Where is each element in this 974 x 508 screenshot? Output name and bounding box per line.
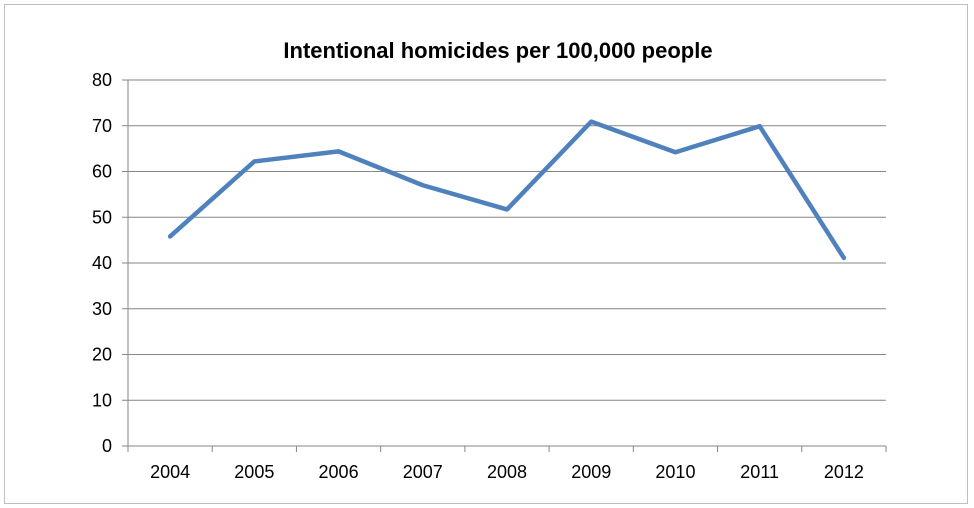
x-tick-label: 2005 xyxy=(234,462,274,482)
y-tick-label: 50 xyxy=(92,207,112,227)
y-tick-label: 70 xyxy=(92,116,112,136)
y-tick-label: 0 xyxy=(102,436,112,456)
x-tick-label: 2010 xyxy=(655,462,695,482)
x-tick-labels: 2004 2005 2006 2007 2008 2009 2010 2011 2012 xyxy=(150,462,864,482)
x-tick-label: 2006 xyxy=(319,462,359,482)
y-tick-labels: 0 10 20 30 40 50 60 70 80 xyxy=(92,70,112,456)
y-tick-label: 60 xyxy=(92,162,112,182)
gridlines xyxy=(128,79,886,401)
y-tick-label: 20 xyxy=(92,345,112,365)
chart-frame xyxy=(4,4,968,504)
axes xyxy=(122,79,887,452)
chart-title: Intentional homicides per 100,000 people xyxy=(283,38,712,63)
y-tick-label: 40 xyxy=(92,253,112,273)
x-tick-label: 2009 xyxy=(571,462,611,482)
x-tick-label: 2007 xyxy=(403,462,443,482)
x-tick-label: 2004 xyxy=(150,462,190,482)
series-group xyxy=(167,119,847,261)
x-tick-label: 2011 xyxy=(740,462,779,482)
series-line-0 xyxy=(167,119,847,261)
y-tick-label: 30 xyxy=(92,299,112,319)
x-tick-label: 2012 xyxy=(824,462,864,482)
x-tick-label: 2008 xyxy=(487,462,527,482)
y-tick-label: 10 xyxy=(92,390,112,410)
y-tick-label: 80 xyxy=(92,70,112,90)
